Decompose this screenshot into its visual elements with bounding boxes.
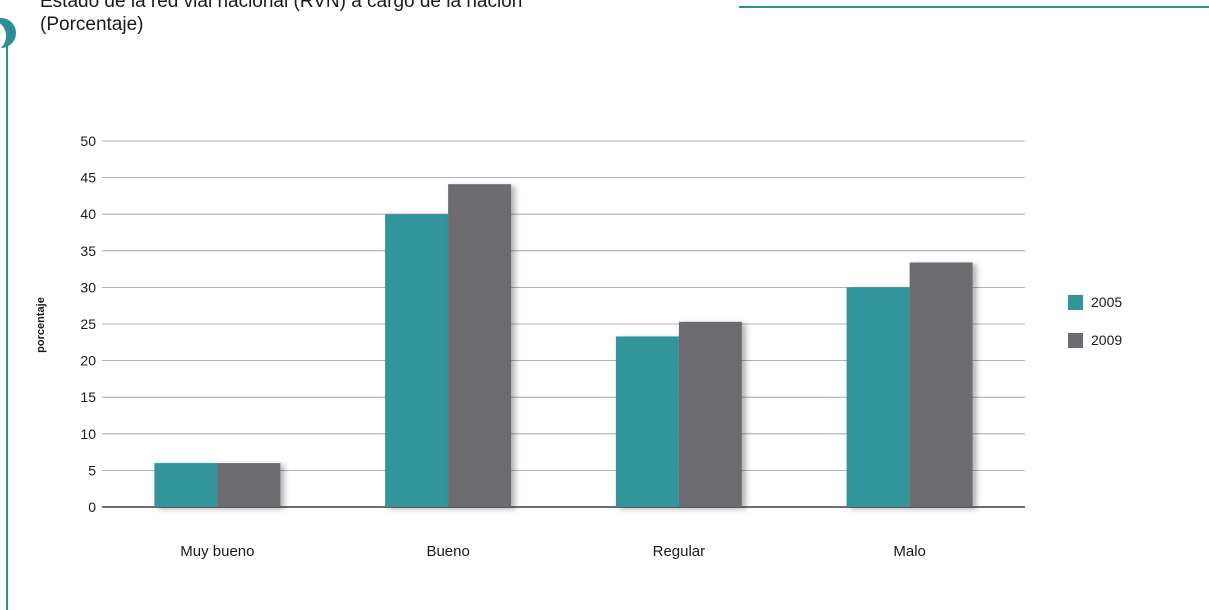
bar-2009-2 [678,321,742,507]
x-tick-label: Malo [893,543,926,560]
chart-title-block: Estado de la red vial nacional (RVN) a c… [40,0,720,36]
y-tick-label: 35 [80,243,96,259]
bar-2005-1 [385,214,449,507]
corner-tab-decoration [0,18,16,50]
bar-2005-2 [615,336,679,507]
bar-2009-3 [909,262,973,507]
y-tick-label: 5 [88,462,96,478]
legend-item-2009: 2009 [1068,330,1122,350]
x-tick-label: Muy bueno [180,543,254,560]
legend: 2005 2009 [1068,292,1122,368]
y-tick-label: 0 [88,499,96,515]
bar-2005-3 [846,287,910,507]
left-accent-rule [6,34,8,610]
y-tick-label: 25 [80,316,96,332]
x-tick-label: Regular [653,543,706,560]
y-tick-label: 20 [80,353,96,369]
bar-2005-0 [154,463,218,507]
y-tick-label: 45 [80,170,96,186]
x-tick-label: Bueno [426,543,469,560]
y-tick-label: 40 [80,206,96,222]
y-tick-label: 15 [80,389,96,405]
y-tick-label: 30 [80,279,96,295]
top-accent-rule [739,6,1209,8]
chart-subtitle: (Porcentaje) [40,14,144,35]
chart-title: Estado de la red vial nacional (RVN) a c… [40,0,523,12]
bar-2009-0 [217,463,281,507]
y-tick-label: 10 [80,426,96,442]
legend-swatch-2009 [1068,332,1083,348]
legend-item-2005: 2005 [1068,292,1122,312]
legend-swatch-2005 [1068,294,1083,310]
bar-2009-1 [448,184,512,508]
legend-label-2005: 2005 [1091,294,1123,310]
y-tick-label: 50 [80,133,96,149]
legend-label-2009: 2009 [1091,332,1123,348]
